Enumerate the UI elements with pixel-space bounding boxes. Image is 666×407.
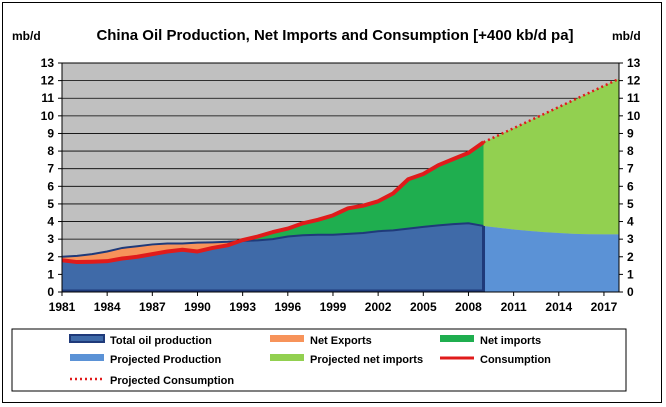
y-tick-label-right: 6 — [627, 179, 634, 193]
x-tick-label: 2005 — [410, 300, 437, 314]
plot-border — [61, 62, 620, 293]
y-tick-label-right: 2 — [627, 250, 634, 264]
legend-label: Total oil production — [110, 335, 212, 347]
y-tick-label: 11 — [41, 91, 54, 105]
legend: Total oil production Net Exports Net impor… — [11, 328, 627, 392]
y-tick-label-right: 11 — [627, 91, 640, 105]
x-tick-label: 1984 — [94, 300, 121, 314]
x-tick-label: 2017 — [591, 300, 618, 314]
y-tick-label-right: 8 — [627, 144, 634, 158]
y-axis-label-left: mb/d — [12, 29, 41, 43]
x-tick-label: 2002 — [365, 300, 392, 314]
y-tick-label-right: 10 — [627, 109, 641, 123]
y-tick-label: 8 — [47, 144, 54, 158]
y-tick-label-right: 9 — [627, 126, 634, 140]
y-tick-label: 7 — [47, 162, 54, 176]
y-tick-label-right: 12 — [627, 74, 641, 88]
y-tick-label: 1 — [47, 267, 54, 281]
y-tick-label-right: 3 — [627, 232, 634, 246]
y-tick-label: 2 — [47, 250, 54, 264]
legend-swatch — [270, 335, 304, 342]
y-tick-label: 10 — [41, 109, 55, 123]
legend-label: Projected net imports — [310, 354, 423, 366]
y-tick-label: 13 — [41, 56, 55, 70]
y-tick-label: 4 — [47, 215, 54, 229]
legend-swatch — [270, 354, 304, 361]
y-axis-label-right: mb/d — [612, 29, 641, 43]
net-exports-area — [62, 223, 484, 263]
y-tick-label: 0 — [47, 285, 54, 299]
y-tick-label: 9 — [47, 126, 54, 140]
legend-swatch — [440, 335, 474, 342]
y-tick-label: 12 — [41, 74, 55, 88]
x-tick-label: 1990 — [184, 300, 211, 314]
legend-swatch — [70, 354, 104, 361]
legend-label: Projected Consumption — [110, 375, 234, 387]
y-tick-label-right: 4 — [627, 215, 634, 229]
projected-production-area — [483, 225, 619, 292]
legend-label: Projected Production — [110, 354, 222, 366]
y-tick-label-right: 13 — [627, 56, 641, 70]
total-oil-production-fill — [62, 223, 484, 292]
series-lines — [61, 77, 620, 293]
y-tick-label-right: 0 — [627, 285, 634, 299]
net-imports-area — [62, 142, 484, 257]
x-tick-label: 2008 — [455, 300, 482, 314]
projected-net-imports-area — [483, 78, 619, 235]
x-tick-label: 1996 — [274, 300, 301, 314]
consumption-line — [61, 140, 485, 265]
chart-title: China Oil Production, Net Imports and Co… — [96, 27, 573, 44]
y-tick-label-right: 7 — [627, 162, 634, 176]
legend-label: Net imports — [480, 335, 541, 347]
x-tick-label: 1981 — [49, 300, 76, 314]
x-tick-label: 1987 — [139, 300, 166, 314]
x-tick-label: 2011 — [501, 300, 527, 314]
legend-label: Net Exports — [310, 335, 372, 347]
y-tick-label: 5 — [47, 197, 54, 211]
x-tick-label: 1999 — [320, 300, 347, 314]
legend-label: Consumption — [480, 354, 551, 366]
y-tick-label-right: 1 — [627, 267, 634, 281]
y-tick-label: 3 — [47, 232, 54, 246]
area-layers — [62, 78, 619, 292]
x-tick-label: 1993 — [229, 300, 256, 314]
y-tick-label: 6 — [47, 179, 54, 193]
legend-swatch — [69, 334, 105, 343]
legend-box — [11, 328, 627, 392]
y-tick-label-right: 5 — [627, 197, 634, 211]
x-tick-label: 2014 — [545, 300, 572, 314]
total-oil-production-line — [61, 222, 484, 258]
